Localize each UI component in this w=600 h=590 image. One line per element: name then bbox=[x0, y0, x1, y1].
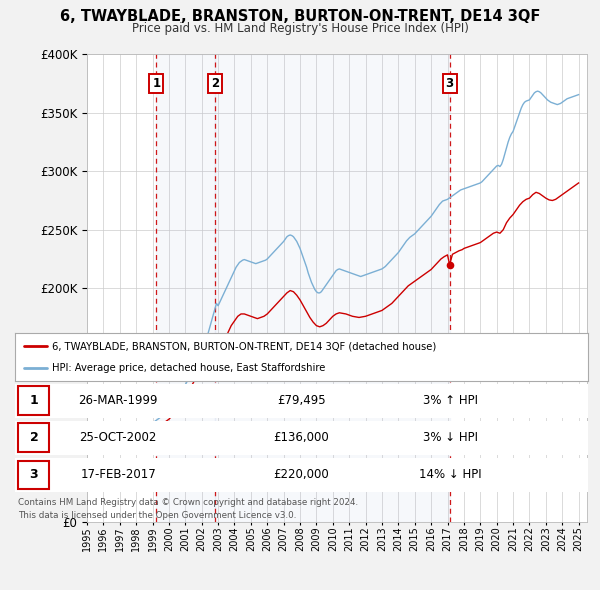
Text: Price paid vs. HM Land Registry's House Price Index (HPI): Price paid vs. HM Land Registry's House … bbox=[131, 22, 469, 35]
Text: £79,495: £79,495 bbox=[277, 394, 326, 407]
Text: 3% ↓ HPI: 3% ↓ HPI bbox=[423, 431, 478, 444]
Text: 3% ↑ HPI: 3% ↑ HPI bbox=[423, 394, 478, 407]
Text: HPI: Average price, detached house, East Staffordshire: HPI: Average price, detached house, East… bbox=[52, 363, 326, 373]
Text: 2: 2 bbox=[29, 431, 38, 444]
Bar bbox=[215, 54, 449, 522]
Text: 6, TWAYBLADE, BRANSTON, BURTON-ON-TRENT, DE14 3QF: 6, TWAYBLADE, BRANSTON, BURTON-ON-TRENT,… bbox=[60, 9, 540, 24]
Text: £136,000: £136,000 bbox=[274, 431, 329, 444]
Text: Contains HM Land Registry data © Crown copyright and database right 2024.: Contains HM Land Registry data © Crown c… bbox=[18, 498, 358, 507]
Text: 3: 3 bbox=[446, 77, 454, 90]
Text: 1: 1 bbox=[152, 77, 160, 90]
Text: 2: 2 bbox=[211, 77, 219, 90]
Bar bbox=[157, 54, 215, 522]
Text: 14% ↓ HPI: 14% ↓ HPI bbox=[419, 468, 482, 481]
Text: 25-OCT-2002: 25-OCT-2002 bbox=[79, 431, 157, 444]
Text: 17-FEB-2017: 17-FEB-2017 bbox=[80, 468, 156, 481]
Text: £220,000: £220,000 bbox=[274, 468, 329, 481]
FancyBboxPatch shape bbox=[18, 386, 49, 415]
Text: This data is licensed under the Open Government Licence v3.0.: This data is licensed under the Open Gov… bbox=[18, 511, 296, 520]
Text: 1: 1 bbox=[29, 394, 38, 407]
FancyBboxPatch shape bbox=[18, 424, 49, 452]
FancyBboxPatch shape bbox=[18, 461, 49, 489]
Text: 3: 3 bbox=[29, 468, 38, 481]
Text: 26-MAR-1999: 26-MAR-1999 bbox=[79, 394, 158, 407]
Text: 6, TWAYBLADE, BRANSTON, BURTON-ON-TRENT, DE14 3QF (detached house): 6, TWAYBLADE, BRANSTON, BURTON-ON-TRENT,… bbox=[52, 341, 436, 351]
